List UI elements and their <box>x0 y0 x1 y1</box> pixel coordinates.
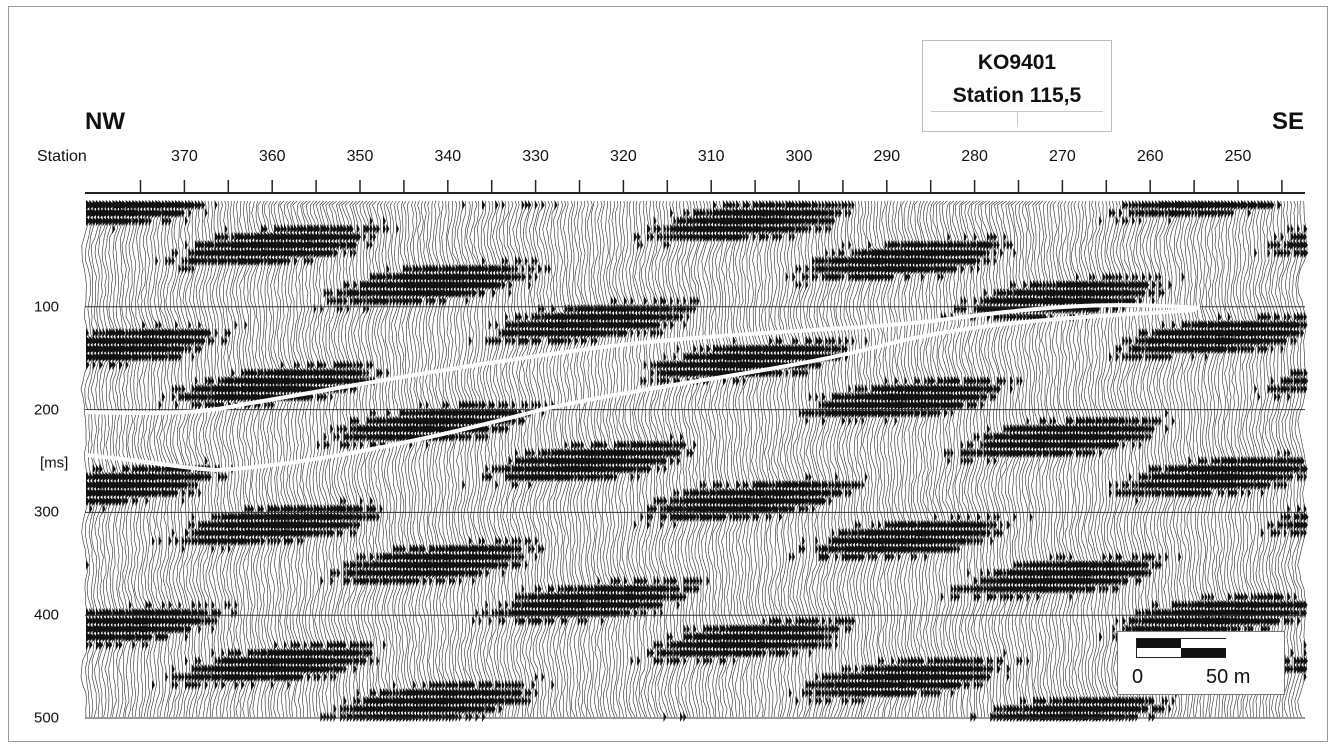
direction-se: SE <box>1272 108 1305 135</box>
time-unit-label: [ms] <box>40 454 69 472</box>
time-tick-label: 200 <box>34 401 60 419</box>
scale-bar-box: 0 50 m <box>1117 631 1285 695</box>
time-tick-label: 400 <box>34 606 60 624</box>
station-tick-label: 340 <box>434 148 462 165</box>
scale-bar-end: 50 m <box>1206 666 1251 688</box>
profile-station: Station 115,5 <box>952 84 1082 107</box>
profile-name: KO9401 <box>977 51 1057 74</box>
station-axis <box>85 180 1305 194</box>
direction-nw: NW <box>85 108 125 135</box>
time-gridlines <box>85 306 1305 719</box>
station-tick-label: 250 <box>1224 148 1252 165</box>
interpreted-horizons <box>84 303 1201 473</box>
scale-bar-start: 0 <box>1132 666 1144 688</box>
station-tick-label: 360 <box>258 148 286 165</box>
time-tick-label: 100 <box>34 298 60 316</box>
station-axis-label: Station <box>37 148 87 165</box>
horizon-upper <box>84 303 1201 416</box>
station-tick-label: 310 <box>697 148 725 165</box>
station-tick-label: 260 <box>1136 148 1164 165</box>
station-tick-label: 300 <box>785 148 813 165</box>
horizon-lower <box>84 308 1196 473</box>
time-tick-label: 300 <box>34 503 60 521</box>
title-tick <box>1017 111 1018 126</box>
station-tick-label: 270 <box>1049 148 1076 165</box>
wiggle-fills <box>86 200 1309 722</box>
station-tick-label: 290 <box>873 148 901 165</box>
station-tick-label: 320 <box>610 148 637 165</box>
station-tick-label: 350 <box>346 148 374 165</box>
scale-bar-seg-4 <box>1181 648 1226 657</box>
scale-bar-seg-3 <box>1181 639 1226 648</box>
scale-bar <box>1136 638 1226 658</box>
seismic-wiggle-traces <box>80 200 1309 722</box>
station-tick-label: 280 <box>961 148 988 165</box>
scale-bar-seg-1 <box>1137 639 1182 648</box>
scale-bar-seg-2 <box>1137 648 1182 657</box>
station-tick-label: 370 <box>171 148 198 165</box>
title-box: KO9401 Station 115,5 <box>922 40 1112 132</box>
station-tick-label: 330 <box>522 148 549 165</box>
time-tick-label: 500 <box>34 709 60 727</box>
